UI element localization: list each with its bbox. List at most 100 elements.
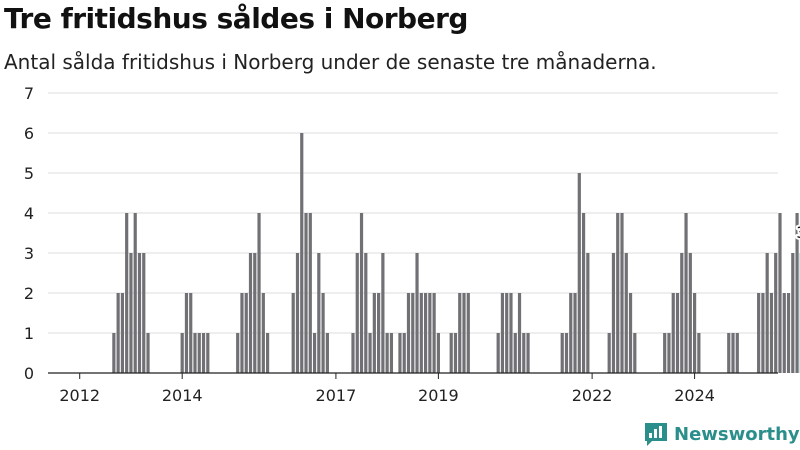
bar (458, 293, 462, 373)
bar (449, 333, 453, 373)
bar (137, 253, 142, 373)
bar (727, 333, 731, 373)
bar (142, 253, 146, 373)
bar (513, 333, 517, 373)
bar (180, 333, 184, 373)
y-tick-label: 1 (24, 324, 34, 343)
y-tick-label: 6 (24, 124, 34, 143)
bar (526, 333, 530, 373)
x-tick-label: 2017 (316, 386, 357, 405)
y-tick-label: 7 (24, 84, 34, 103)
bar (406, 293, 411, 373)
bar (560, 333, 564, 373)
bar (757, 293, 761, 373)
bar (761, 293, 765, 373)
bar (146, 333, 150, 373)
bar (663, 333, 667, 373)
y-tick-label: 3 (24, 244, 34, 263)
bar (692, 293, 697, 373)
bar (133, 213, 137, 373)
bar (774, 253, 778, 373)
bar (423, 293, 428, 373)
bar (325, 333, 329, 373)
bar (688, 253, 692, 373)
chart-title: Tre fritidshus såldes i Norberg (4, 2, 468, 35)
bar (624, 253, 628, 373)
bar (240, 293, 244, 373)
x-tick-label: 2014 (162, 386, 203, 405)
bar (453, 333, 458, 373)
bar (684, 213, 688, 373)
y-tick-label: 2 (24, 284, 34, 303)
bar (112, 333, 116, 373)
bar (295, 253, 300, 373)
bar (731, 333, 735, 373)
bar (581, 213, 586, 373)
bar (782, 293, 786, 373)
bar (577, 173, 581, 373)
bar (201, 333, 206, 373)
bar (466, 293, 470, 373)
y-tick-label: 0 (24, 364, 34, 383)
bar (197, 333, 201, 373)
bar (248, 253, 253, 373)
brand-footer: Newsworthy (644, 419, 800, 449)
bar (125, 213, 129, 373)
bar (193, 333, 197, 373)
bar (411, 293, 415, 373)
bar (184, 293, 189, 373)
bar (120, 293, 125, 373)
chart-subtitle: Antal sålda fritidshus i Norberg under d… (4, 50, 657, 74)
bar (389, 333, 394, 373)
x-tick-label: 2024 (674, 386, 715, 405)
bar (372, 293, 376, 373)
bar (291, 293, 295, 373)
bar (786, 293, 791, 373)
bar (129, 253, 133, 373)
bar (586, 253, 590, 373)
bar (628, 293, 633, 373)
bar (432, 293, 436, 373)
bar (633, 333, 637, 373)
brand-name: Newsworthy (674, 423, 800, 445)
bar (244, 293, 248, 373)
bar (419, 293, 423, 373)
bar (308, 213, 312, 373)
bar (236, 333, 240, 373)
bar (265, 333, 270, 373)
bar (116, 293, 120, 373)
bar (564, 333, 569, 373)
last-value-label: 3 (796, 223, 800, 242)
y-tick-label: 5 (24, 164, 34, 183)
bar (317, 253, 321, 373)
bar (300, 133, 304, 373)
bar (607, 333, 611, 373)
bar (359, 213, 364, 373)
bar (569, 293, 573, 373)
bar (611, 253, 616, 373)
bar (257, 213, 261, 373)
bar (697, 333, 701, 373)
bar (671, 293, 675, 373)
bar (364, 253, 368, 373)
bar (368, 333, 372, 373)
bar (496, 333, 500, 373)
bar (500, 293, 505, 373)
bar (769, 293, 774, 373)
bar (189, 293, 193, 373)
bar (428, 293, 432, 373)
bar (778, 213, 782, 373)
bar (312, 333, 317, 373)
bar (385, 333, 389, 373)
bar (261, 293, 265, 373)
y-tick-label: 4 (24, 204, 34, 223)
bar (321, 293, 325, 373)
bar (735, 333, 739, 373)
x-tick-label: 2019 (418, 386, 459, 405)
bar (616, 213, 620, 373)
bar (795, 213, 799, 373)
bar (402, 333, 406, 373)
bar (680, 253, 684, 373)
bar (253, 253, 257, 373)
x-tick-label: 2022 (572, 386, 613, 405)
